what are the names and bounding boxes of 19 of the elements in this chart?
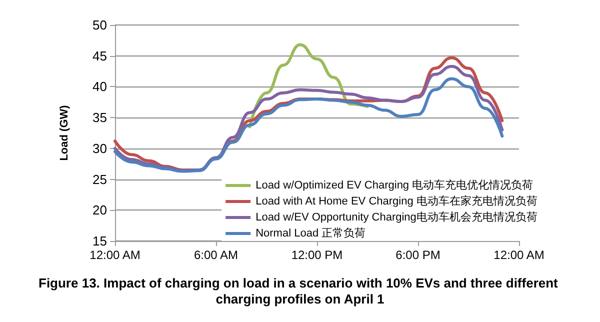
- legend-label: Normal Load 正常负荷: [256, 226, 366, 240]
- y-tick-label: 20: [92, 202, 107, 218]
- y-tick-label: 50: [92, 18, 107, 32]
- y-tick-label: 30: [92, 140, 107, 156]
- x-tick-label: 6:00 PM: [396, 248, 440, 262]
- y-tick-label: 35: [92, 110, 107, 126]
- legend-label: Load with At Home EV Charging 电动车在家充电情况负荷: [256, 194, 538, 208]
- y-tick-label: 25: [92, 172, 107, 187]
- y-tick-label: 40: [92, 79, 107, 94]
- x-tick-label: 12:00 AM: [494, 248, 544, 262]
- text: Figure 13. Impact of charging on load in a scenario with 10% EVs and three different charging profiles on April 1: [38, 276, 562, 306]
- x-tick-label: 12:00 AM: [90, 248, 140, 262]
- y-axis-title: Load (GW): [58, 104, 70, 161]
- x-tick-label: 12:00 PM: [291, 248, 343, 262]
- legend-label: Load w/EV Opportunity Charging电动车机会充电情况负荷: [256, 210, 538, 224]
- x-tick-label: 6:00 AM: [194, 248, 238, 262]
- legend-label: Load w/Optimized EV Charging 电动车充电优化情况负荷: [256, 178, 534, 192]
- y-tick-label: 15: [92, 234, 107, 248]
- y-tick-label: 45: [92, 48, 107, 64]
